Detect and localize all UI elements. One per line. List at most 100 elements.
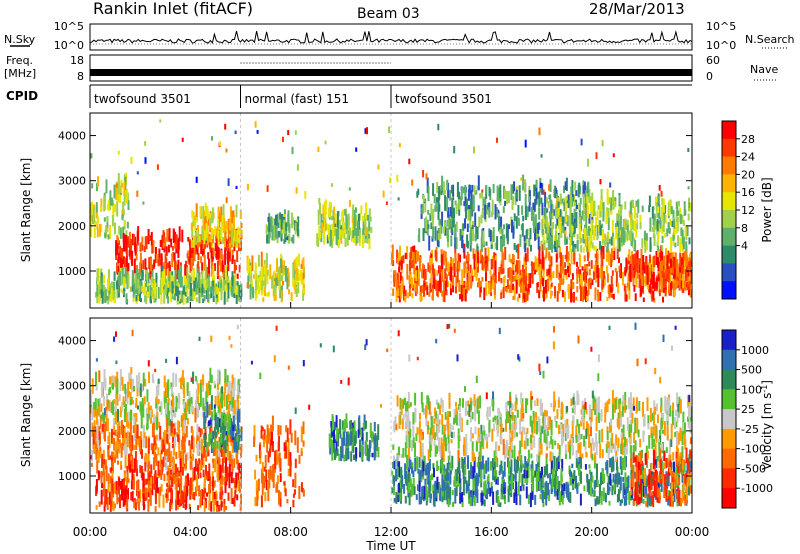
range-cell xyxy=(216,289,219,303)
range-cell xyxy=(333,206,336,218)
range-cell xyxy=(467,209,470,221)
range-cell xyxy=(206,445,209,452)
range-cell xyxy=(602,210,605,222)
range-cell xyxy=(103,369,106,386)
range-cell xyxy=(271,217,274,231)
range-cell xyxy=(97,470,100,481)
range-cell xyxy=(643,265,646,274)
range-cell xyxy=(454,200,457,206)
range-cell xyxy=(553,209,556,216)
range-cell xyxy=(109,455,112,460)
range-cell xyxy=(128,231,131,247)
range-cell xyxy=(476,266,479,273)
range-cell xyxy=(230,418,232,432)
range-cell xyxy=(132,378,135,392)
range-cell xyxy=(123,478,126,491)
range-cell xyxy=(170,399,173,415)
range-cell xyxy=(116,378,119,394)
range-cell xyxy=(103,396,106,407)
range-cell xyxy=(218,371,221,385)
range-cell xyxy=(202,469,205,478)
range-cell xyxy=(142,501,145,511)
range-cell xyxy=(659,265,662,277)
range-cell xyxy=(425,281,428,287)
range-cell xyxy=(175,373,178,387)
range-cell xyxy=(103,425,106,440)
range-cell xyxy=(218,504,220,512)
range-cell xyxy=(653,234,656,246)
range-cell xyxy=(249,284,252,300)
range-cell xyxy=(290,292,293,301)
range-cell xyxy=(583,269,586,282)
range-cell xyxy=(500,289,503,295)
range-cell xyxy=(328,201,331,218)
range-cell xyxy=(147,499,150,512)
range-cell xyxy=(670,252,673,265)
range-cell xyxy=(573,470,576,481)
range-cell xyxy=(163,269,166,285)
range-cell xyxy=(436,476,439,490)
range-cell xyxy=(119,443,122,449)
range-cell xyxy=(503,234,506,247)
range-cell xyxy=(171,392,174,397)
range-cell xyxy=(460,457,463,469)
range-cell xyxy=(666,255,669,270)
range-cell xyxy=(677,272,680,280)
range-cell xyxy=(254,469,257,480)
range-cell xyxy=(596,496,599,505)
range-cell xyxy=(662,266,665,274)
range-cell xyxy=(674,278,677,290)
range-cell xyxy=(404,289,407,299)
range-cell xyxy=(287,438,290,451)
range-cell xyxy=(559,213,562,221)
freq-unit-label: [MHz] xyxy=(4,67,36,80)
range-cell xyxy=(218,443,221,451)
range-cell xyxy=(454,243,457,259)
range-cell xyxy=(555,224,558,233)
range-cell xyxy=(667,472,670,487)
range-cell xyxy=(197,505,200,511)
range-cell xyxy=(120,465,123,470)
range-cell xyxy=(177,502,180,510)
range-cell xyxy=(683,461,686,473)
range-cell xyxy=(492,277,495,288)
range-cell xyxy=(137,291,140,301)
range-cell xyxy=(159,406,162,412)
range-cell xyxy=(525,229,528,239)
range-cell xyxy=(215,446,218,460)
range-cell xyxy=(323,201,326,214)
range-cell xyxy=(641,267,644,280)
range-cell xyxy=(459,478,462,490)
range-cell xyxy=(550,199,553,205)
range-cell xyxy=(343,454,346,462)
range-cell xyxy=(581,210,584,220)
range-cell xyxy=(120,182,123,188)
range-cell xyxy=(654,452,657,468)
range-cell xyxy=(155,453,158,467)
range-cell xyxy=(185,281,188,291)
range-cell xyxy=(565,482,568,494)
range-cell xyxy=(448,464,451,471)
range-cell xyxy=(175,432,178,437)
range-cell xyxy=(144,487,147,498)
range-cell xyxy=(203,412,206,424)
range-cell xyxy=(608,250,611,266)
range-cell xyxy=(488,206,491,218)
range-cell xyxy=(106,295,109,301)
range-cell xyxy=(543,244,546,251)
range-cell xyxy=(551,225,554,238)
colorbar-swatch xyxy=(722,281,736,300)
range-cell xyxy=(537,192,540,199)
range-cell xyxy=(126,221,129,229)
range-cell xyxy=(117,181,120,195)
range-cell xyxy=(108,400,111,412)
range-cell xyxy=(612,231,614,238)
range-cell xyxy=(270,216,273,233)
range-cell xyxy=(327,224,330,238)
range-cell xyxy=(470,231,473,245)
range-cell xyxy=(203,474,206,488)
range-cell xyxy=(151,282,154,288)
range-cell xyxy=(204,497,207,509)
range-cell xyxy=(689,253,691,258)
range-cell xyxy=(431,236,434,242)
